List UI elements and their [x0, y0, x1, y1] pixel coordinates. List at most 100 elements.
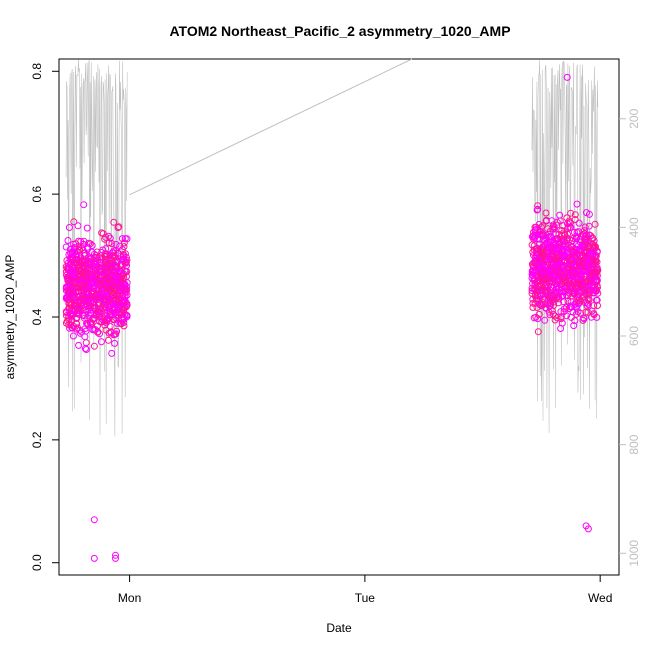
x-tick-label: Wed: [588, 591, 612, 605]
data-point: [103, 264, 111, 272]
data-point: [121, 235, 129, 243]
data-point: [101, 303, 109, 311]
data-point: [73, 248, 81, 256]
data-point: [548, 295, 556, 303]
data-point: [67, 249, 74, 257]
data-point: [545, 308, 553, 316]
data-point: [565, 217, 573, 225]
data-point: [574, 308, 582, 316]
data-point: [586, 256, 594, 264]
data-point: [102, 326, 110, 334]
data-point: [590, 284, 598, 292]
data-point: [70, 271, 78, 279]
data-point: [558, 292, 566, 300]
data-point: [582, 308, 590, 316]
y2-tick-label: 600: [627, 326, 641, 346]
data-point: [552, 254, 560, 262]
data-point: [84, 291, 92, 299]
data-point: [529, 233, 537, 240]
data-point: [529, 268, 537, 276]
y-tick-label: 0.0: [30, 554, 44, 571]
data-point: [91, 314, 99, 322]
data-point: [111, 339, 119, 347]
data-point: [586, 275, 594, 283]
data-point: [121, 299, 129, 306]
data-point: [74, 273, 82, 281]
data-point: [82, 346, 90, 353]
data-point: [117, 315, 125, 323]
data-point: [567, 269, 575, 277]
data-point: [556, 275, 564, 283]
data-point: [544, 234, 552, 242]
data-point: [551, 244, 558, 252]
data-point: [549, 310, 557, 318]
depth-trace-1: [531, 60, 599, 433]
data-point: [89, 274, 97, 282]
data-point: [533, 206, 541, 214]
data-point: [111, 280, 119, 288]
data-point: [98, 318, 106, 326]
y-tick-label: 0.2: [30, 431, 44, 448]
data-point: [569, 308, 577, 316]
data-point: [76, 305, 84, 313]
data-point: [81, 333, 89, 341]
data-point: [560, 268, 568, 276]
data-point: [65, 224, 73, 231]
data-point: [564, 225, 572, 233]
data-point: [102, 251, 110, 259]
data-point: [80, 275, 88, 283]
data-point: [535, 286, 543, 294]
y-axis-label: asymmetry_1020_AMP: [3, 255, 17, 380]
data-point: [574, 294, 582, 301]
data-point: [580, 267, 588, 274]
data-point: [97, 338, 105, 346]
data-point: [78, 311, 86, 319]
data-point: [539, 231, 547, 239]
data-point: [592, 243, 599, 251]
data-point: [80, 237, 88, 245]
data-point: [82, 339, 90, 347]
data-point: [567, 224, 575, 232]
data-point: [86, 318, 94, 326]
data-point: [110, 218, 118, 226]
points-layer: [62, 73, 602, 562]
data-point: [584, 243, 592, 251]
data-point: [581, 223, 589, 231]
data-point: [584, 308, 592, 316]
data-point: [563, 234, 571, 242]
data-point: [73, 255, 81, 263]
data-point: [105, 232, 113, 240]
data-point: [572, 304, 580, 312]
data-point: [83, 319, 91, 327]
data-point: [557, 325, 565, 332]
x-tick-label: Tue: [355, 591, 376, 605]
data-point: [533, 295, 541, 302]
data-point: [81, 345, 89, 352]
data-point: [587, 232, 595, 240]
y2-tick-label: 400: [627, 217, 641, 237]
data-point: [103, 278, 111, 286]
data-point: [73, 252, 81, 260]
data-point: [107, 288, 115, 296]
data-point: [576, 268, 583, 276]
data-point: [83, 224, 91, 232]
data-point: [585, 260, 593, 267]
data-point: [112, 276, 120, 284]
data-point: [568, 259, 576, 266]
data-point: [112, 311, 120, 319]
data-point: [573, 200, 581, 208]
data-point: [65, 292, 73, 299]
data-point: [96, 300, 103, 308]
data-point: [113, 292, 121, 300]
data-point: [551, 235, 559, 243]
data-point: [540, 267, 548, 275]
data-point: [119, 253, 127, 261]
data-point: [120, 274, 128, 282]
data-point: [564, 243, 572, 250]
data-point: [76, 326, 84, 334]
data-point: [98, 229, 106, 237]
data-point: [576, 259, 584, 267]
data-point: [560, 264, 568, 272]
data-point: [96, 265, 104, 273]
